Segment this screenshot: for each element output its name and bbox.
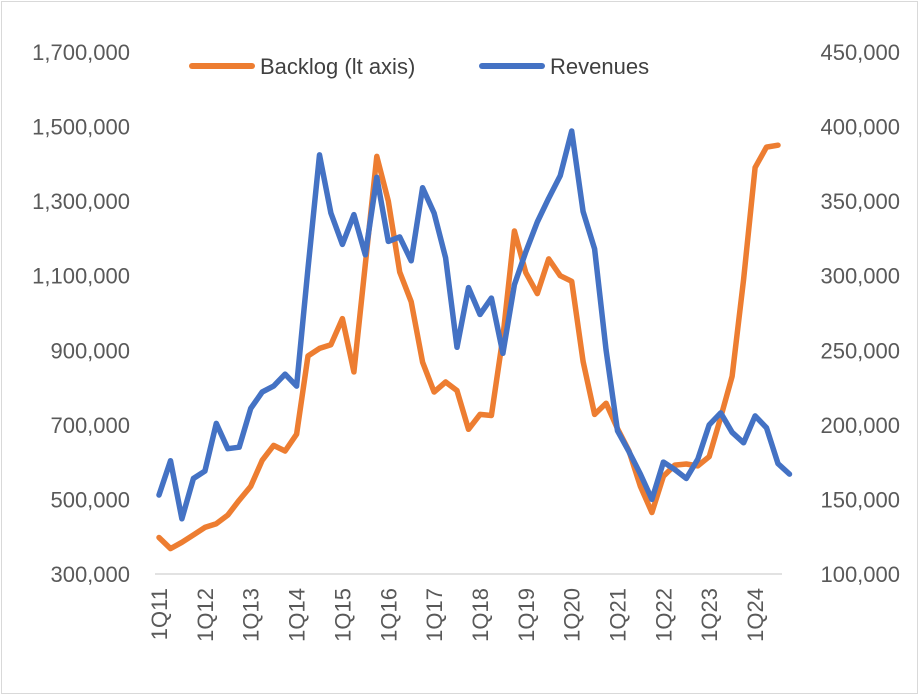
y-left-tick-label: 1,100,000: [32, 264, 130, 289]
y-right-tick-label: 450,000: [820, 40, 900, 65]
y-right-tick-label: 250,000: [820, 338, 900, 363]
axes: 300,000 500,000 700,000 900,000 1,100,000 1,3…: [32, 40, 900, 642]
series-group: [156, 128, 793, 552]
y-right-tick-label: 350,000: [820, 189, 900, 214]
legend-label-backlog: Backlog (lt axis): [260, 54, 415, 79]
y-left-tick-label: 1,300,000: [32, 189, 130, 214]
series-line-backlog: [156, 142, 781, 552]
y-right-tick-label: 200,000: [820, 413, 900, 438]
legend-label-revenues: Revenues: [550, 54, 649, 79]
y-right-tick-label: 150,000: [820, 487, 900, 512]
y-left-tick-label: 300,000: [50, 562, 130, 587]
x-tick-label: 1Q21: [606, 588, 631, 642]
y-left-tick-label: 1,500,000: [32, 115, 130, 140]
x-tick-label: 1Q24: [743, 588, 768, 642]
x-tick-label: 1Q17: [422, 588, 447, 642]
x-tick-label: 1Q11: [147, 588, 172, 640]
x-tick-label: 1Q12: [193, 588, 218, 642]
y-left-tick-label: 1,700,000: [32, 40, 130, 65]
y-left-tick-label: 500,000: [50, 487, 130, 512]
x-tick-label: 1Q15: [330, 588, 355, 642]
x-tick-label: 1Q13: [239, 588, 264, 642]
x-tick-label: 1Q23: [697, 588, 722, 642]
y-right-tick-label: 100,000: [820, 562, 900, 587]
legend: Backlog (lt axis) Revenues: [189, 54, 649, 79]
y-left-tick-label: 700,000: [50, 413, 130, 438]
x-tick-label: 1Q18: [468, 588, 493, 642]
y-left-tick-label: 900,000: [50, 338, 130, 363]
x-tick-label: 1Q22: [651, 588, 676, 642]
series-line-revenues: [156, 128, 793, 522]
x-tick-label: 1Q20: [560, 588, 585, 642]
x-tick-label: 1Q14: [285, 588, 310, 642]
x-tick-label: 1Q19: [514, 588, 539, 642]
y-right-tick-label: 400,000: [820, 115, 900, 140]
y-right-tick-label: 300,000: [820, 264, 900, 289]
x-tick-label: 1Q16: [376, 588, 401, 642]
